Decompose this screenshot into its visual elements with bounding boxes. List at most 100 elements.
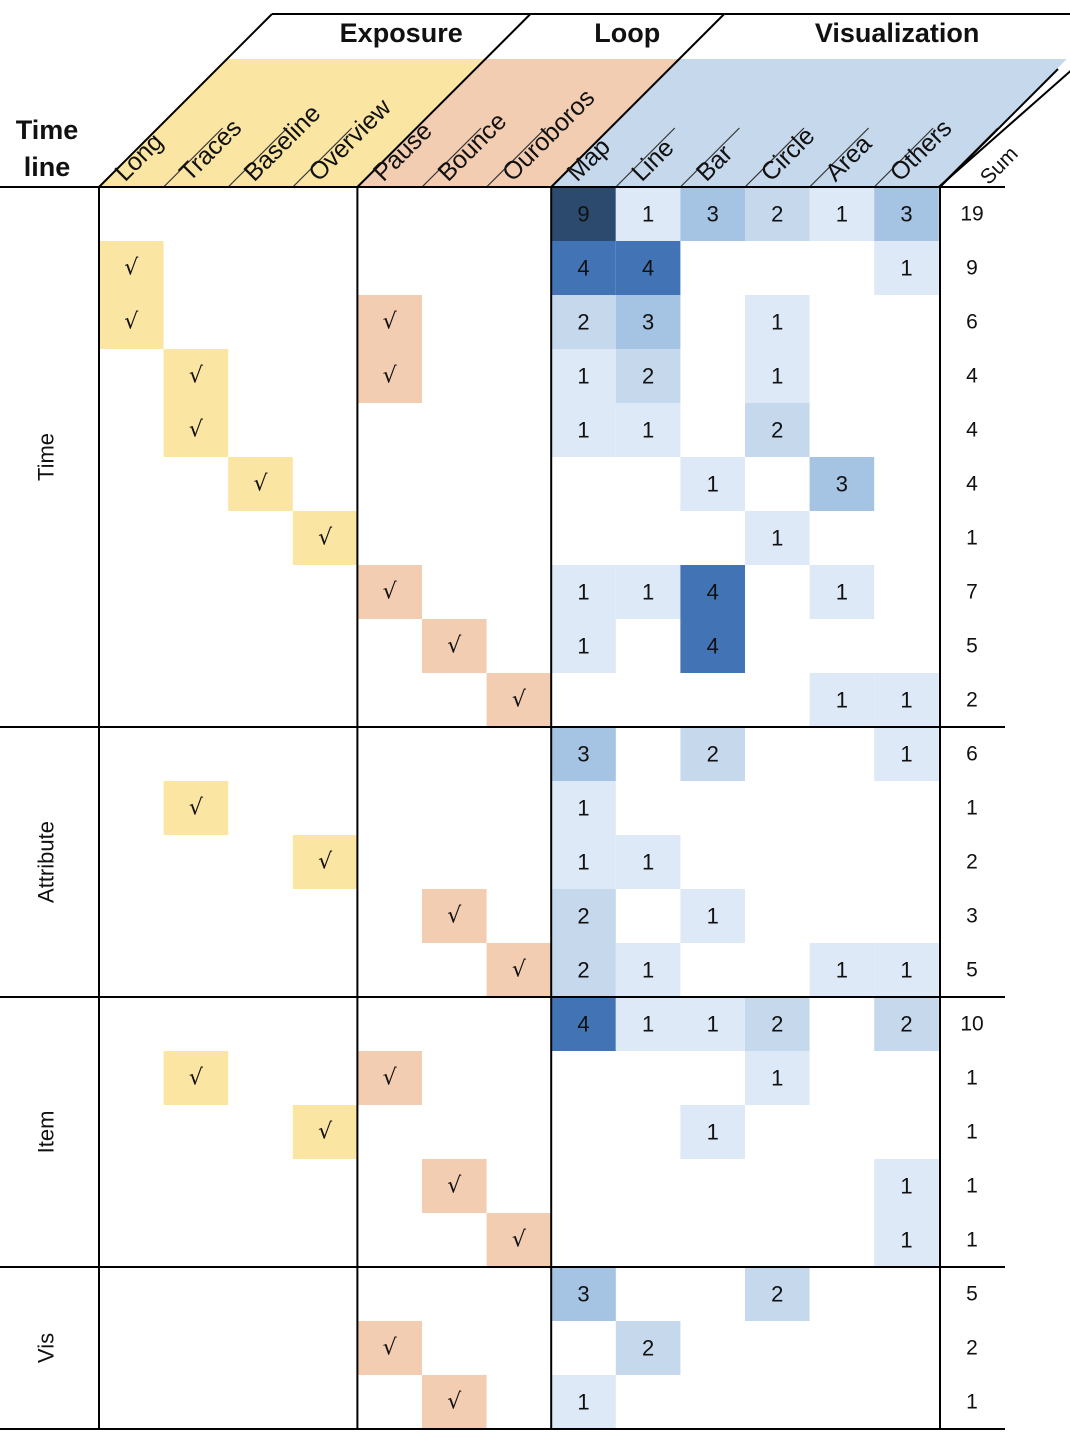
cell-value: 9 (577, 202, 589, 227)
cell-value: 1 (900, 742, 912, 767)
check-mark: √ (383, 310, 398, 335)
check-mark: √ (253, 472, 268, 497)
cell-value: 1 (836, 688, 848, 713)
heat-cell (874, 187, 939, 241)
cell-value: 1 (707, 1012, 719, 1037)
sum-value: 1 (966, 797, 978, 820)
heat-cell (615, 349, 681, 403)
col-separator (486, 127, 547, 188)
check-cell (99, 295, 164, 349)
group-title: Loop (594, 18, 660, 48)
sum-value: 5 (966, 1283, 978, 1306)
check-mark: √ (383, 1066, 398, 1091)
check-mark: √ (447, 634, 462, 659)
row-group-label: Time (34, 433, 59, 481)
sum-value: 5 (966, 635, 978, 658)
heat-cell (745, 295, 810, 349)
check-mark: √ (318, 850, 333, 875)
col-separator (809, 127, 870, 188)
cell-value: 2 (771, 202, 783, 227)
group-divider-diag (356, 13, 532, 188)
heat-cell (551, 187, 616, 241)
heat-cell (680, 565, 745, 619)
check-cell (292, 1105, 358, 1159)
cell-value: 2 (771, 1282, 783, 1307)
cell-value: 1 (577, 850, 589, 875)
cell-value: 2 (642, 1336, 654, 1361)
heat-cell (874, 241, 939, 295)
check-cell (422, 1159, 487, 1213)
cell-value: 1 (836, 958, 848, 983)
group-divider-diag (550, 13, 725, 188)
check-cell (422, 1375, 487, 1429)
heat-cell (551, 295, 616, 349)
cell-value: 4 (577, 1012, 589, 1037)
cell-value: 1 (577, 580, 589, 605)
cell-value: 1 (642, 202, 654, 227)
cell-value: 2 (577, 310, 589, 335)
sum-value: 1 (966, 527, 978, 550)
heat-cell (615, 997, 681, 1051)
check-cell (357, 349, 422, 403)
check-cell (292, 835, 358, 889)
cell-value: 4 (642, 256, 654, 281)
check-mark: √ (124, 256, 139, 281)
heat-cell (615, 565, 681, 619)
heat-cell (745, 349, 810, 403)
sum-value: 6 (966, 311, 978, 334)
cell-value: 1 (836, 580, 848, 605)
timeline-title: Time (16, 115, 79, 145)
sum-value: 1 (966, 1175, 978, 1198)
heat-cell (874, 1159, 939, 1213)
heat-cell (615, 835, 681, 889)
check-cell (292, 511, 358, 565)
cell-value: 1 (900, 1174, 912, 1199)
cell-value: 4 (707, 634, 719, 659)
check-cell (163, 403, 229, 457)
cells (99, 187, 939, 1429)
check-mark: √ (189, 418, 204, 443)
sum-value: 2 (966, 1337, 978, 1360)
cell-value: 3 (642, 310, 654, 335)
row-group-label: Item (34, 1111, 59, 1154)
timeline-title: line (24, 152, 71, 182)
cell-value: 1 (642, 580, 654, 605)
col-separator (163, 127, 224, 188)
cell-value: 1 (707, 904, 719, 929)
row-group-label: Attribute (34, 821, 59, 903)
sum-value: 4 (966, 365, 978, 388)
cell-value: 3 (577, 1282, 589, 1307)
cell-value: 1 (642, 418, 654, 443)
heat-cell (551, 889, 616, 943)
check-cell (228, 457, 293, 511)
sum-value: 4 (966, 473, 978, 496)
cell-value: 1 (577, 634, 589, 659)
check-cell (486, 943, 552, 997)
col-separator (421, 127, 482, 188)
heat-cell (551, 241, 616, 295)
cell-value: 3 (707, 202, 719, 227)
cell-value: 3 (577, 742, 589, 767)
check-mark: √ (124, 310, 139, 335)
cell-value: 1 (771, 526, 783, 551)
cell-value: 1 (771, 1066, 783, 1091)
heat-cell (874, 727, 939, 781)
check-mark: √ (318, 1120, 333, 1145)
check-cell (357, 1051, 422, 1105)
band-loop (357, 59, 680, 187)
heat-cell (680, 727, 745, 781)
band-visualization (551, 59, 1067, 187)
cell-value: 1 (642, 1012, 654, 1037)
check-mark: √ (383, 1336, 398, 1361)
sum-value: 4 (966, 419, 978, 442)
check-mark: √ (512, 1228, 527, 1253)
cell-value: 1 (771, 310, 783, 335)
cell-value: 1 (836, 202, 848, 227)
heat-cell (615, 1321, 681, 1375)
group-title: Visualization (815, 18, 980, 48)
sum-value: 1 (966, 1067, 978, 1090)
sum-value: 9 (966, 257, 978, 280)
check-mark: √ (189, 1066, 204, 1091)
sum-value: 3 (966, 905, 978, 928)
